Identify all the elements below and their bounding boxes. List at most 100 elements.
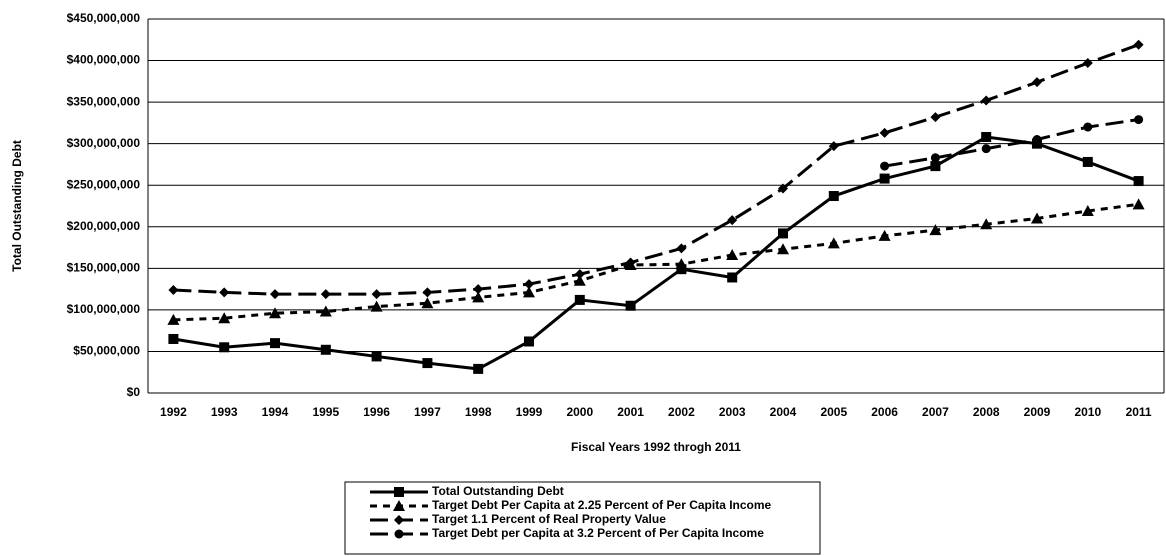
marker bbox=[930, 161, 941, 172]
marker bbox=[676, 243, 687, 254]
x-tick-label: 2010 bbox=[1074, 405, 1101, 419]
marker bbox=[422, 287, 433, 298]
marker bbox=[727, 272, 738, 283]
x-axis-label: Fiscal Years 1992 throgh 2011 bbox=[571, 440, 741, 454]
x-tick-label: 2005 bbox=[820, 405, 847, 419]
marker bbox=[573, 274, 586, 286]
x-tick-label: 1999 bbox=[516, 405, 543, 419]
marker bbox=[168, 333, 179, 344]
marker bbox=[929, 224, 942, 236]
marker bbox=[1032, 77, 1042, 88]
marker bbox=[981, 144, 991, 154]
x-tick-label: 2003 bbox=[719, 405, 746, 419]
marker bbox=[270, 289, 280, 300]
x-tick-label: 2001 bbox=[617, 405, 644, 419]
marker bbox=[473, 284, 484, 295]
marker bbox=[879, 173, 890, 184]
marker bbox=[394, 515, 404, 525]
marker bbox=[319, 305, 332, 317]
marker bbox=[371, 351, 382, 362]
x-tick-label: 2006 bbox=[871, 405, 898, 419]
x-tick-label: 1998 bbox=[465, 405, 492, 419]
marker bbox=[1032, 135, 1042, 145]
marker bbox=[219, 287, 230, 298]
marker bbox=[320, 344, 331, 355]
marker bbox=[879, 127, 890, 138]
marker bbox=[473, 363, 484, 374]
y-tick-label: $350,000,000 bbox=[67, 94, 141, 108]
marker bbox=[1082, 156, 1093, 167]
marker bbox=[878, 229, 891, 241]
marker bbox=[625, 257, 636, 268]
marker bbox=[523, 286, 535, 298]
marker bbox=[930, 153, 940, 163]
marker bbox=[574, 294, 585, 305]
y-tick-label: $50,000,000 bbox=[73, 344, 140, 358]
marker bbox=[827, 237, 840, 249]
legend-label: Total Outstanding Debt bbox=[432, 484, 564, 498]
x-tick-label: 2008 bbox=[973, 405, 1000, 419]
marker bbox=[1134, 115, 1144, 125]
y-tick-label: $100,000,000 bbox=[67, 302, 141, 316]
y-tick-label: $400,000,000 bbox=[67, 53, 141, 67]
x-tick-label: 1992 bbox=[160, 405, 187, 419]
marker bbox=[778, 228, 788, 239]
y-tick-label: $250,000,000 bbox=[67, 177, 141, 191]
marker bbox=[574, 269, 585, 280]
marker bbox=[880, 161, 890, 171]
marker bbox=[393, 500, 405, 511]
x-tick-label: 2007 bbox=[922, 405, 949, 419]
marker bbox=[726, 249, 739, 261]
marker bbox=[524, 279, 534, 290]
marker bbox=[828, 191, 839, 202]
marker bbox=[167, 313, 180, 325]
marker bbox=[371, 289, 382, 300]
x-tick-label: 2009 bbox=[1024, 405, 1051, 419]
x-tick-label: 1995 bbox=[312, 405, 339, 419]
series-line bbox=[173, 202, 1139, 322]
marker bbox=[1133, 176, 1144, 187]
series-line bbox=[173, 43, 1140, 296]
marker bbox=[472, 291, 485, 303]
marker bbox=[394, 487, 404, 497]
marker bbox=[828, 141, 839, 152]
marker bbox=[218, 312, 231, 324]
legend-label: Target 1.1 Percent of Real Property Valu… bbox=[432, 512, 666, 526]
marker bbox=[270, 338, 280, 349]
y-axis-label: Total Outstanding Debt bbox=[10, 140, 24, 272]
series-line bbox=[173, 135, 1140, 371]
marker bbox=[219, 342, 230, 353]
y-tick-label: $300,000,000 bbox=[67, 136, 141, 150]
marker bbox=[422, 358, 433, 369]
legend-label: Target Debt Per Capita at 2.25 Percent o… bbox=[432, 498, 772, 512]
marker bbox=[1133, 39, 1144, 50]
marker bbox=[980, 218, 993, 230]
marker bbox=[1082, 58, 1093, 69]
legend-label: Target Debt per Capita at 3.2 Percent of… bbox=[432, 526, 764, 540]
x-tick-label: 1993 bbox=[211, 405, 238, 419]
marker bbox=[778, 183, 788, 194]
legend-box bbox=[344, 481, 821, 555]
marker bbox=[625, 300, 636, 311]
x-tick-label: 2000 bbox=[566, 405, 593, 419]
y-tick-label: $200,000,000 bbox=[67, 219, 141, 233]
marker bbox=[269, 307, 281, 319]
marker bbox=[370, 300, 383, 312]
y-tick-label: $0 bbox=[127, 385, 141, 399]
marker bbox=[1031, 212, 1043, 224]
x-tick-label: 2011 bbox=[1126, 405, 1152, 419]
marker bbox=[675, 258, 688, 270]
marker bbox=[727, 215, 738, 226]
marker bbox=[930, 112, 941, 123]
marker bbox=[777, 243, 789, 255]
marker bbox=[168, 284, 179, 295]
x-tick-label: 2002 bbox=[668, 405, 695, 419]
marker bbox=[394, 529, 404, 539]
x-tick-label: 1994 bbox=[262, 405, 289, 419]
y-tick-label: $450,000,000 bbox=[67, 11, 141, 25]
marker bbox=[981, 95, 992, 106]
marker bbox=[320, 289, 331, 300]
marker bbox=[1083, 122, 1093, 132]
y-tick-label: $150,000,000 bbox=[67, 261, 141, 275]
